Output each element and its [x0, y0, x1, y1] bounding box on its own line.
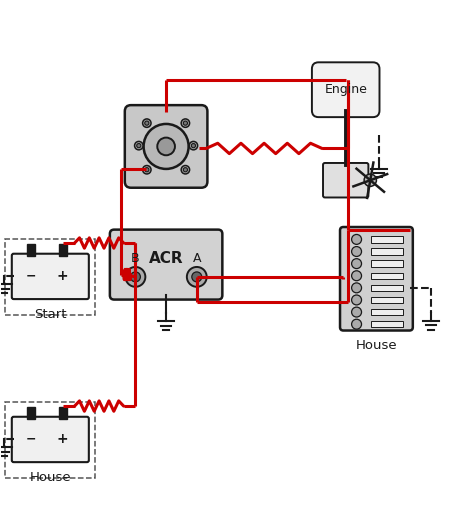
Bar [59, 245, 67, 256]
Bar [27, 407, 35, 419]
Circle shape [145, 168, 149, 172]
Text: −: − [25, 270, 36, 283]
Bar [27, 245, 35, 256]
Circle shape [137, 144, 141, 148]
Text: Engine: Engine [324, 83, 367, 96]
Text: +: + [57, 269, 69, 283]
Circle shape [145, 121, 149, 125]
Bar [371, 309, 403, 315]
Circle shape [183, 121, 188, 125]
Circle shape [352, 307, 362, 317]
Bar [371, 285, 403, 291]
Text: House: House [29, 471, 71, 484]
Circle shape [181, 119, 190, 127]
Bar [5, 239, 95, 315]
Circle shape [352, 259, 362, 269]
Circle shape [126, 267, 146, 287]
Bar [371, 261, 403, 267]
Circle shape [157, 138, 175, 156]
Circle shape [192, 272, 202, 282]
Bar [371, 248, 403, 254]
Bar [371, 236, 403, 243]
FancyBboxPatch shape [12, 254, 89, 299]
Bar [5, 402, 95, 478]
Circle shape [144, 124, 189, 169]
Bar [59, 407, 67, 419]
Bar [371, 297, 403, 303]
Circle shape [130, 272, 140, 282]
Circle shape [352, 295, 362, 305]
Text: House: House [356, 339, 397, 352]
Circle shape [352, 247, 362, 256]
Circle shape [352, 271, 362, 281]
Circle shape [181, 165, 190, 174]
FancyBboxPatch shape [323, 163, 368, 197]
FancyBboxPatch shape [125, 105, 208, 188]
Circle shape [187, 267, 207, 287]
Circle shape [191, 144, 195, 148]
Circle shape [364, 174, 376, 186]
Circle shape [352, 283, 362, 293]
FancyBboxPatch shape [12, 417, 89, 462]
Text: +: + [57, 433, 69, 447]
Text: A: A [192, 252, 201, 265]
Circle shape [189, 142, 198, 150]
Text: B: B [131, 252, 140, 265]
FancyBboxPatch shape [312, 62, 380, 117]
Bar [371, 321, 403, 328]
FancyBboxPatch shape [110, 230, 222, 300]
Circle shape [352, 234, 362, 245]
Circle shape [143, 119, 151, 127]
FancyBboxPatch shape [340, 227, 413, 331]
Circle shape [135, 142, 143, 150]
Bar [371, 272, 403, 279]
Text: −: − [25, 433, 36, 446]
Circle shape [143, 165, 151, 174]
Text: Start: Start [34, 307, 66, 321]
Circle shape [183, 168, 188, 172]
Circle shape [352, 319, 362, 329]
Text: ACR: ACR [149, 251, 183, 266]
